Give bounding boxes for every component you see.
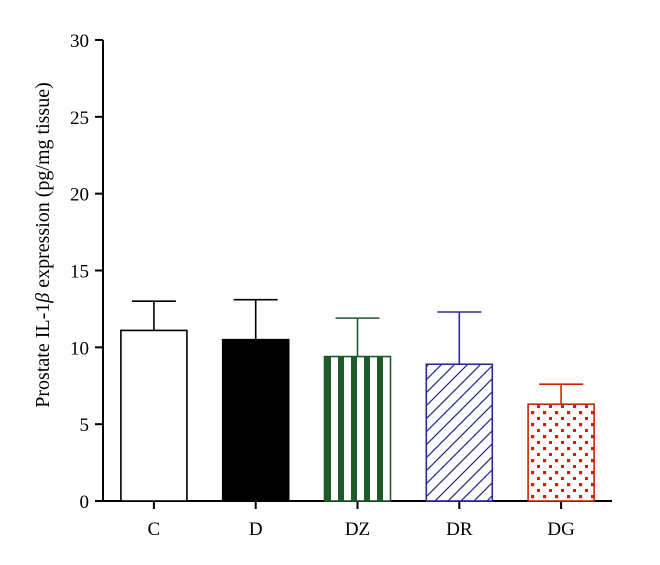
bar-dg [527, 403, 595, 502]
y-tick-label: 25 [70, 108, 89, 129]
y-tick-label: 5 [80, 415, 90, 436]
y-axis-title-text: Prostate IL-1 [32, 303, 54, 408]
x-axis: C D DZ DR DG [103, 500, 612, 540]
x-tick-label-dg: DG [547, 519, 575, 540]
y-axis-title-unit: expression (pg/mg tissue) [32, 82, 54, 293]
x-tick-label-dr: DR [446, 519, 473, 540]
bar-d [221, 338, 290, 502]
y-tick-label: 15 [70, 262, 89, 283]
x-tick-label-c: C [148, 519, 161, 540]
y-tick-label: 30 [70, 31, 89, 52]
y-tick-label: 0 [80, 492, 90, 513]
x-tick-label-dz: DZ [345, 519, 370, 540]
error-bars [131, 298, 584, 405]
bar-dz [323, 355, 392, 502]
y-axis: 0 5 10 15 20 25 30 [70, 31, 104, 513]
x-tick-label-d: D [249, 519, 263, 540]
svg-text:Prostate IL-1β expression (pg/: Prostate IL-1β expression (pg/mg tissue) [32, 82, 54, 407]
y-axis-title: Prostate IL-1β expression (pg/mg tissue) [32, 82, 54, 407]
y-axis-title-beta-symbol: β [32, 293, 54, 304]
bar-c [120, 329, 188, 502]
bars [120, 329, 595, 502]
y-tick-label: 10 [70, 338, 89, 359]
bar-dr [425, 363, 494, 502]
y-tick-label: 20 [70, 185, 89, 206]
